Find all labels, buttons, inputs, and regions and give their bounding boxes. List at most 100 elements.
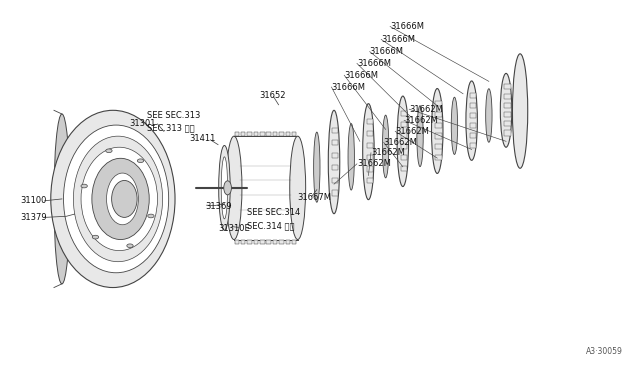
Text: 31301: 31301 (129, 119, 156, 128)
Bar (504, 131, 511, 136)
Text: 31310E: 31310E (218, 224, 250, 233)
Bar (435, 144, 442, 149)
Bar (292, 132, 296, 136)
Bar (253, 132, 258, 136)
Ellipse shape (54, 114, 70, 284)
Bar (401, 122, 407, 127)
Bar (279, 132, 284, 136)
Bar (401, 155, 407, 160)
Text: 31667M: 31667M (298, 193, 332, 202)
Bar (504, 84, 511, 89)
Ellipse shape (148, 214, 154, 218)
Bar (470, 113, 476, 118)
Bar (273, 240, 277, 244)
Ellipse shape (328, 110, 340, 214)
Bar (241, 132, 246, 136)
Text: SEE SEC.314
SEC.314 参照: SEE SEC.314 SEC.314 参照 (246, 208, 300, 230)
Bar (504, 103, 511, 108)
Text: 31662M: 31662M (409, 105, 443, 114)
Ellipse shape (431, 89, 443, 173)
Ellipse shape (81, 147, 157, 251)
Ellipse shape (397, 96, 408, 186)
Ellipse shape (314, 132, 320, 202)
Bar (367, 119, 373, 124)
Bar (470, 93, 476, 98)
Bar (273, 132, 277, 136)
Text: 31411: 31411 (189, 134, 216, 142)
Bar (332, 128, 339, 133)
Bar (260, 240, 264, 244)
Text: 31662M: 31662M (371, 148, 405, 157)
Ellipse shape (106, 149, 112, 153)
Text: 31662M: 31662M (357, 159, 391, 169)
Text: 31666M: 31666M (344, 71, 378, 80)
Bar (401, 133, 407, 138)
Bar (470, 142, 476, 148)
Ellipse shape (290, 136, 306, 240)
Bar (247, 132, 252, 136)
Bar (279, 240, 284, 244)
Bar (260, 132, 264, 136)
Bar (235, 240, 239, 244)
Bar (332, 165, 339, 170)
Bar (435, 134, 442, 138)
Bar (401, 166, 407, 171)
Bar (241, 240, 246, 244)
Ellipse shape (383, 115, 389, 178)
Bar (332, 190, 339, 196)
Text: 31666M: 31666M (370, 47, 404, 56)
Ellipse shape (500, 73, 512, 147)
Bar (401, 144, 407, 149)
Bar (435, 123, 442, 128)
Ellipse shape (138, 159, 144, 163)
Bar (253, 240, 258, 244)
Ellipse shape (466, 81, 477, 160)
Text: 31662M: 31662M (395, 127, 429, 136)
Text: SEE SEC.313
SEC.313 参照: SEE SEC.313 SEC.313 参照 (147, 110, 200, 132)
Bar (266, 240, 271, 244)
Text: 31666M: 31666M (357, 59, 391, 68)
Ellipse shape (63, 125, 169, 273)
Text: 31379: 31379 (20, 213, 47, 222)
Ellipse shape (451, 97, 458, 154)
Ellipse shape (513, 54, 528, 168)
Ellipse shape (363, 104, 374, 200)
Bar (367, 131, 373, 136)
Bar (401, 111, 407, 116)
Bar (367, 178, 373, 183)
Bar (332, 153, 339, 158)
Bar (367, 166, 373, 171)
Bar (504, 112, 511, 117)
Bar (470, 123, 476, 128)
Text: 31369: 31369 (205, 202, 232, 211)
Ellipse shape (81, 184, 87, 188)
Text: 31662M: 31662M (404, 116, 438, 125)
Text: 31100: 31100 (20, 196, 47, 205)
Ellipse shape (74, 136, 163, 262)
Ellipse shape (417, 106, 423, 167)
Bar (285, 132, 290, 136)
Bar (285, 240, 290, 244)
Text: 31666M: 31666M (381, 35, 415, 44)
Bar (435, 112, 442, 117)
Bar (332, 140, 339, 145)
Bar (292, 240, 296, 244)
Ellipse shape (111, 180, 137, 217)
Bar (266, 132, 271, 136)
Bar (435, 155, 442, 160)
Ellipse shape (224, 181, 232, 195)
Text: A3·30059: A3·30059 (586, 347, 623, 356)
Ellipse shape (127, 244, 133, 248)
Ellipse shape (92, 158, 149, 240)
Bar (332, 178, 339, 183)
Text: 31652: 31652 (259, 91, 286, 100)
Ellipse shape (486, 89, 492, 142)
Ellipse shape (92, 235, 99, 239)
Bar (435, 101, 442, 106)
Bar (504, 121, 511, 126)
Ellipse shape (51, 110, 175, 288)
Bar (470, 103, 476, 108)
Ellipse shape (348, 124, 355, 190)
Bar (470, 133, 476, 138)
Bar (367, 143, 373, 148)
